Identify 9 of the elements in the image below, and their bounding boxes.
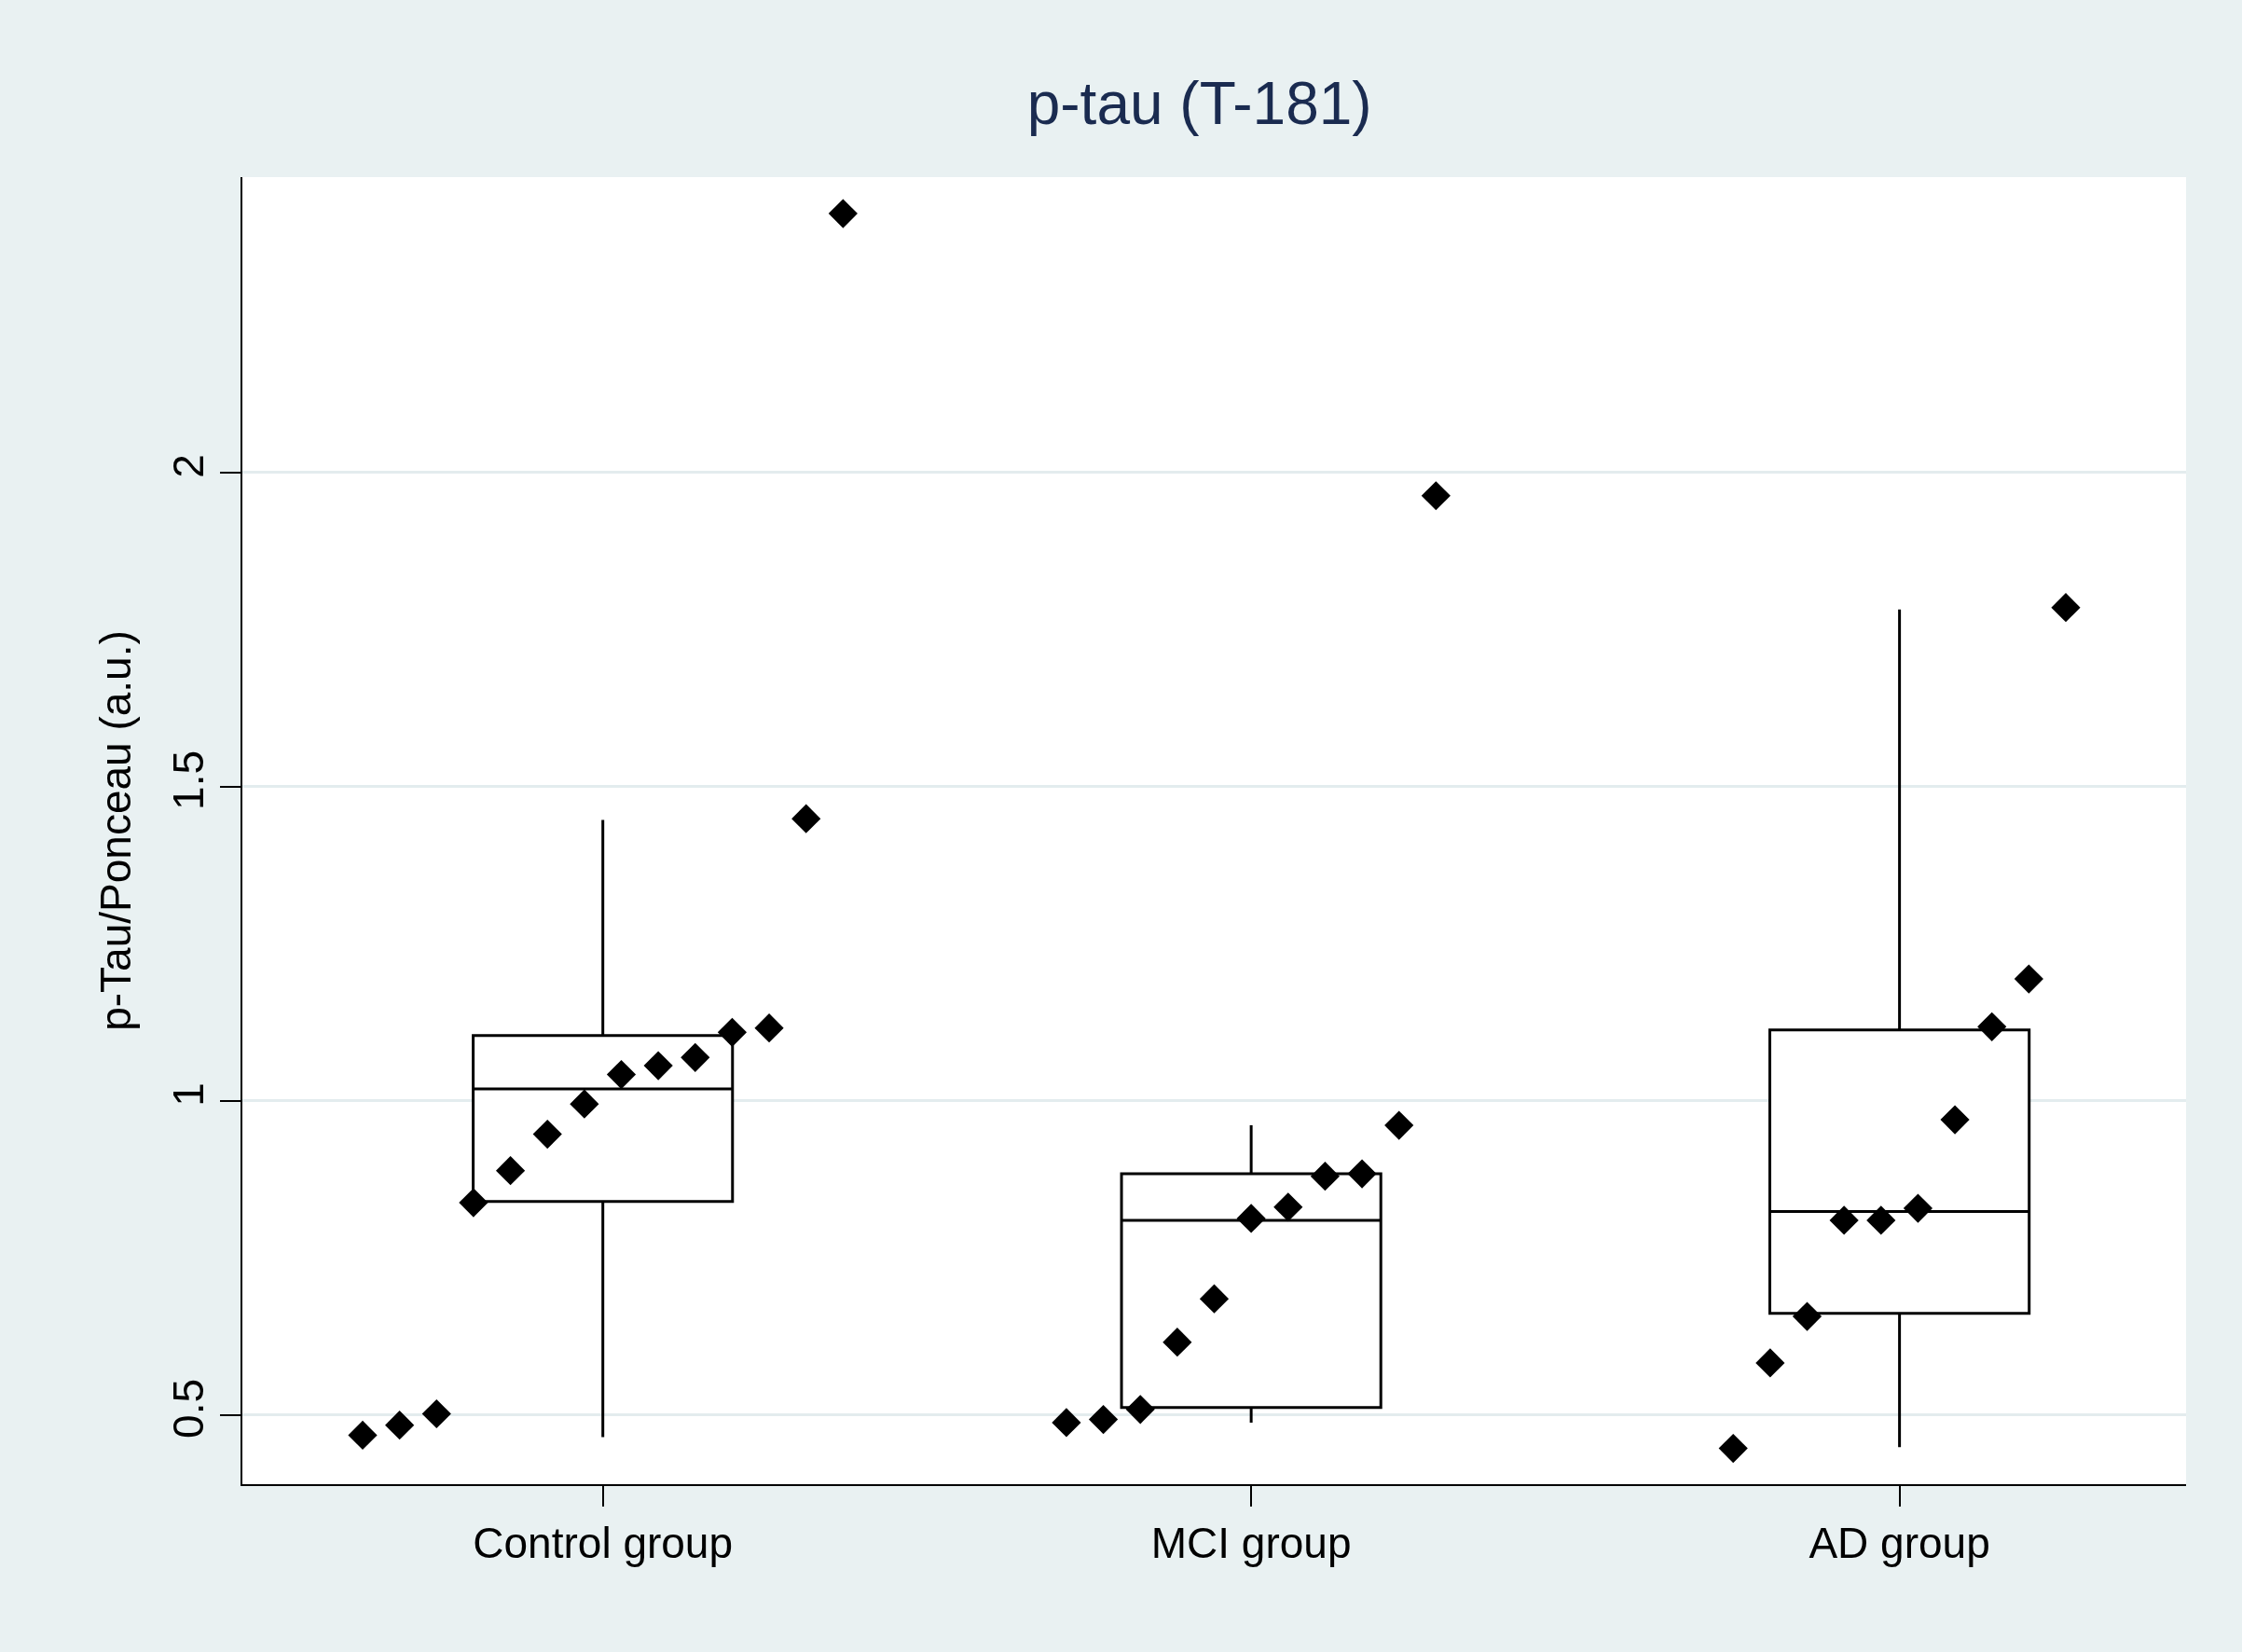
chart-title: p-tau (T-181) xyxy=(1026,70,1372,138)
y-tick-label: 2 xyxy=(163,454,213,478)
y-axis-title: p-Tau/Ponceau (a.u.) xyxy=(91,630,141,1031)
x-tick-label: AD group xyxy=(1809,1519,1990,1568)
y-tick-label: 1 xyxy=(163,1082,213,1107)
x-tick-label: Control group xyxy=(473,1519,734,1568)
x-tick-label: MCI group xyxy=(1150,1519,1352,1568)
y-tick-label: 0.5 xyxy=(163,1378,213,1439)
y-tick-label: 1.5 xyxy=(163,750,213,810)
